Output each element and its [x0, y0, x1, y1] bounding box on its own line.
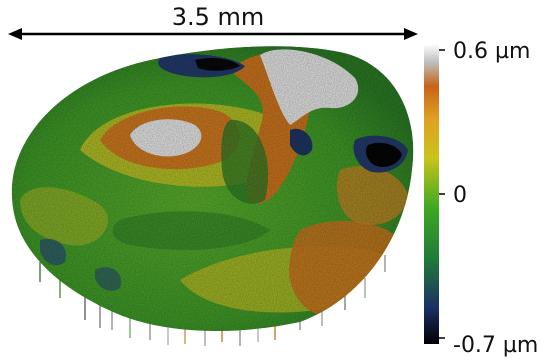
scale-bar-right-arrow	[404, 28, 418, 40]
colorbar-min-label: -0.7 µm	[453, 333, 538, 358]
colorbar: 0.6 µm 0 -0.7 µm	[424, 39, 538, 358]
scale-bar-left-arrow	[8, 28, 22, 40]
surface-roughness-texture	[11, 46, 414, 332]
colorbar-mid-label: 0	[453, 183, 467, 208]
surface-map	[11, 46, 414, 346]
colorbar-max-label: 0.6 µm	[453, 39, 530, 64]
scale-bar: 3.5 mm	[8, 3, 418, 40]
scale-bar-label: 3.5 mm	[172, 3, 265, 31]
colorbar-gradient	[424, 44, 439, 344]
